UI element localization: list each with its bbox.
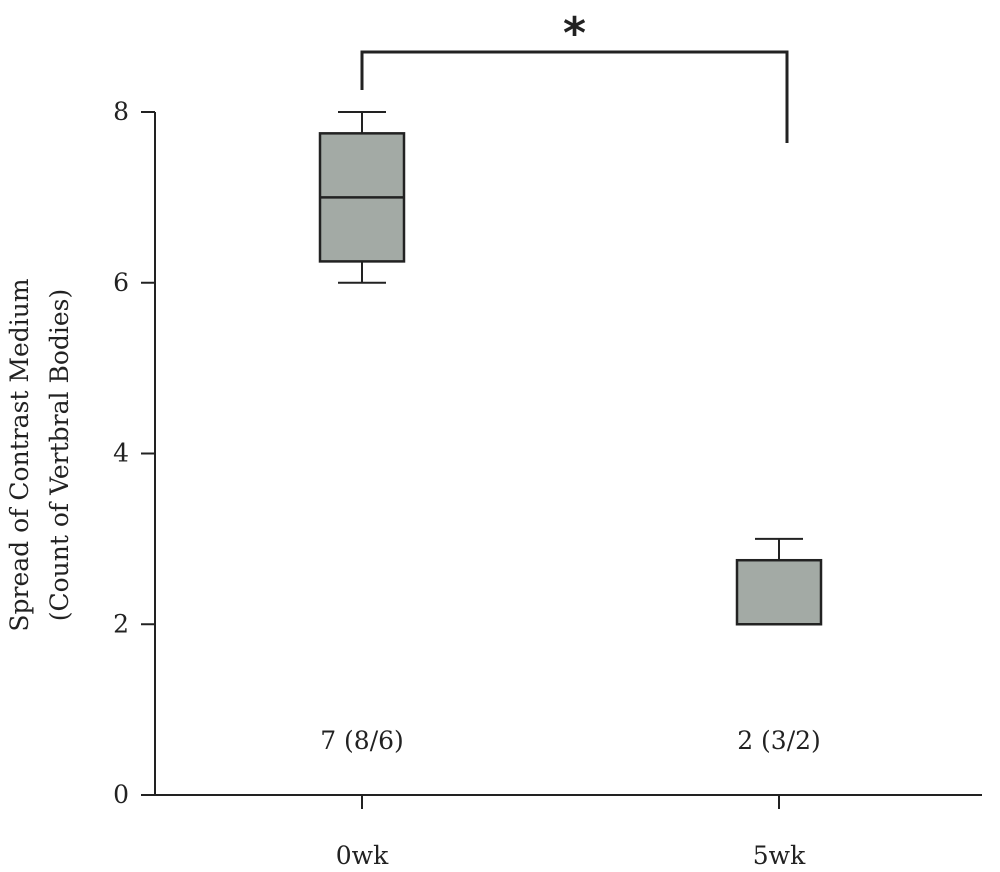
y-axis-title-group: Spread of Contrast Medium (Count of Vert… bbox=[5, 278, 74, 631]
box-annotation: 2 (3/2) bbox=[737, 726, 821, 755]
y-tick-label: 8 bbox=[113, 97, 129, 126]
x-tick-label: 0wk bbox=[336, 841, 389, 870]
significance-mark: * bbox=[563, 8, 586, 59]
y-axis-title-line1: Spread of Contrast Medium bbox=[5, 278, 34, 631]
boxes bbox=[318, 50, 823, 626]
y-axis-title-line2: (Count of Vertbral Bodies) bbox=[45, 289, 74, 622]
y-tick-label: 2 bbox=[113, 609, 129, 638]
box-annotation: 7 (8/6) bbox=[320, 726, 404, 755]
x-tick-label: 5wk bbox=[753, 841, 806, 870]
y-tick-label: 0 bbox=[113, 780, 129, 809]
significance-bracket bbox=[360, 50, 789, 143]
axes bbox=[141, 111, 982, 809]
y-tick-label: 6 bbox=[113, 268, 129, 297]
box-5wk bbox=[735, 558, 823, 626]
y-tick-label: 4 bbox=[113, 439, 129, 468]
labels: 0 2 4 6 8 0wk 5wk 7 (8/6) 2 (3/2) * bbox=[113, 8, 821, 870]
